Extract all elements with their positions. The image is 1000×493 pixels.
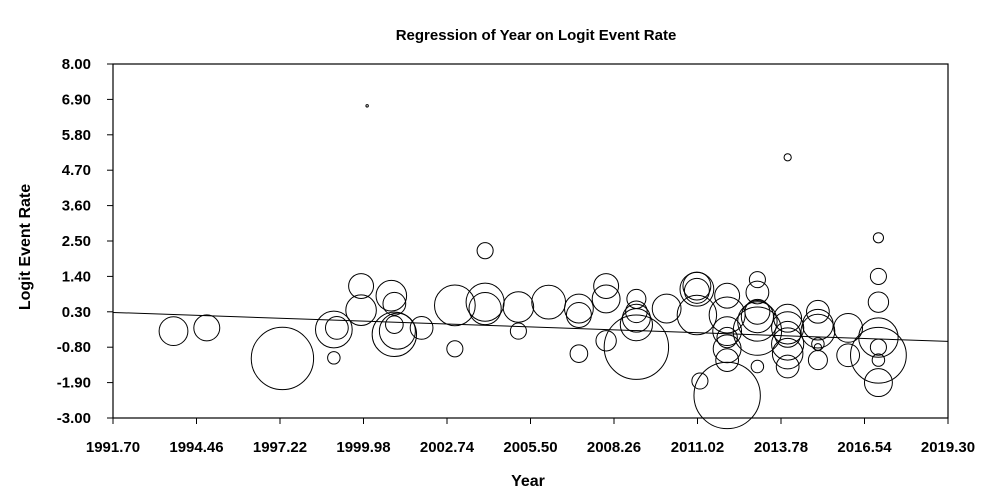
y-axis-ticks: 8.00 6.90 5.80 4.70 3.60 2.50 1.40 0.30 -0.80 -1.…: [57, 56, 113, 427]
y-tick-label: 1.40: [62, 268, 91, 285]
data-bubble: [771, 337, 804, 370]
data-bubble: [771, 327, 805, 361]
data-bubble: [869, 267, 887, 285]
y-tick-label: -0.80: [57, 339, 91, 356]
data-bubble: [434, 284, 476, 327]
y-axis-label: Logit Event Rate: [17, 184, 34, 310]
data-bubble: [385, 315, 404, 334]
data-bubble: [771, 311, 805, 345]
data-bubble: [531, 284, 567, 320]
data-bubble: [693, 361, 761, 430]
data-bubble: [476, 242, 494, 260]
x-tick-label: 2005.50: [503, 439, 557, 456]
data-bubble: [193, 314, 221, 342]
data-bubble: [871, 353, 886, 367]
data-bubble: [750, 359, 765, 374]
data-bubble: [679, 271, 715, 307]
data-bubble: [324, 316, 349, 340]
data-bubble: [625, 300, 648, 324]
y-tick-label: 5.80: [62, 127, 91, 144]
data-bubble: [509, 322, 527, 340]
data-bubble: [748, 271, 766, 289]
data-bubble: [375, 279, 408, 312]
data-bubble: [836, 343, 861, 368]
data-bubble: [744, 298, 771, 325]
plot-area-frame: [112, 63, 949, 419]
data-bubble: [468, 291, 502, 326]
data-bubble: [715, 348, 740, 372]
data-bubble: [603, 314, 670, 380]
data-bubble: [775, 354, 800, 379]
x-tick-label: 1997.22: [253, 439, 307, 456]
bubble-layer: [158, 104, 907, 430]
data-bubble: [712, 316, 743, 347]
data-bubble: [714, 282, 741, 309]
y-tick-label: 8.00: [62, 56, 91, 73]
x-tick-label: 2008.26: [587, 439, 641, 456]
data-bubble: [378, 312, 416, 350]
x-tick-label: 2002.74: [420, 439, 475, 456]
data-bubble: [651, 293, 682, 324]
data-bubble: [850, 326, 907, 384]
x-tick-label: 2013.78: [754, 439, 808, 456]
data-bubble: [465, 282, 505, 322]
data-bubble: [867, 291, 890, 313]
data-bubble: [365, 104, 369, 108]
y-tick-label: 4.70: [62, 162, 91, 179]
data-bubble: [691, 372, 709, 390]
data-bubble: [863, 368, 893, 398]
data-bubble: [595, 330, 617, 352]
x-tick-label: 2011.02: [671, 439, 724, 456]
data-bubble: [682, 271, 712, 301]
y-tick-label: 3.60: [62, 198, 91, 215]
data-bubble: [783, 153, 792, 162]
y-tick-label: 0.30: [62, 304, 91, 321]
x-tick-label: 2019.30: [921, 439, 975, 456]
data-bubble: [409, 316, 434, 340]
x-axis-label: Year: [511, 473, 545, 490]
x-tick-label: 1994.46: [169, 439, 223, 456]
data-bubble: [745, 280, 770, 305]
data-bubble: [676, 294, 718, 336]
data-bubble: [564, 293, 594, 324]
data-bubble: [774, 320, 802, 348]
data-bubble: [737, 301, 778, 342]
data-bubble: [833, 312, 864, 343]
data-bubble: [345, 294, 377, 326]
data-bubble: [683, 277, 710, 304]
data-bubble: [869, 338, 887, 356]
x-tick-label: 1999.98: [336, 439, 390, 456]
data-bubble: [591, 284, 621, 314]
data-bubble: [569, 344, 589, 363]
data-bubble: [773, 303, 803, 333]
data-bubble: [348, 273, 375, 300]
data-bubble: [619, 308, 653, 342]
data-bubble: [593, 273, 620, 300]
data-bubble: [716, 326, 738, 349]
data-bubble: [250, 326, 315, 391]
data-bubble: [502, 291, 535, 323]
data-bubble: [565, 302, 592, 328]
data-bubble: [382, 291, 407, 316]
data-bubble: [314, 310, 353, 349]
chart-title: Regression of Year on Logit Event Rate: [396, 27, 677, 44]
y-tick-label: -1.90: [57, 375, 91, 392]
x-tick-label: 1991.70: [86, 439, 140, 456]
x-tick-label: 2016.54: [837, 439, 892, 456]
data-bubble: [872, 232, 885, 244]
data-bubble: [371, 311, 418, 358]
x-axis-ticks: 1991.70 1994.46 1997.22 1999.98 2002.74 2005.…: [86, 418, 975, 456]
data-bubble: [327, 351, 341, 365]
data-bubble: [158, 316, 189, 347]
y-tick-label: 2.50: [62, 233, 91, 250]
y-tick-label: -3.00: [57, 410, 91, 427]
data-bubble: [858, 317, 899, 358]
data-bubble: [446, 340, 464, 358]
regression-line: [112, 311, 949, 342]
data-bubble: [806, 299, 830, 324]
data-bubble: [800, 313, 836, 349]
y-tick-label: 6.90: [62, 91, 91, 108]
data-bubble: [807, 350, 828, 371]
